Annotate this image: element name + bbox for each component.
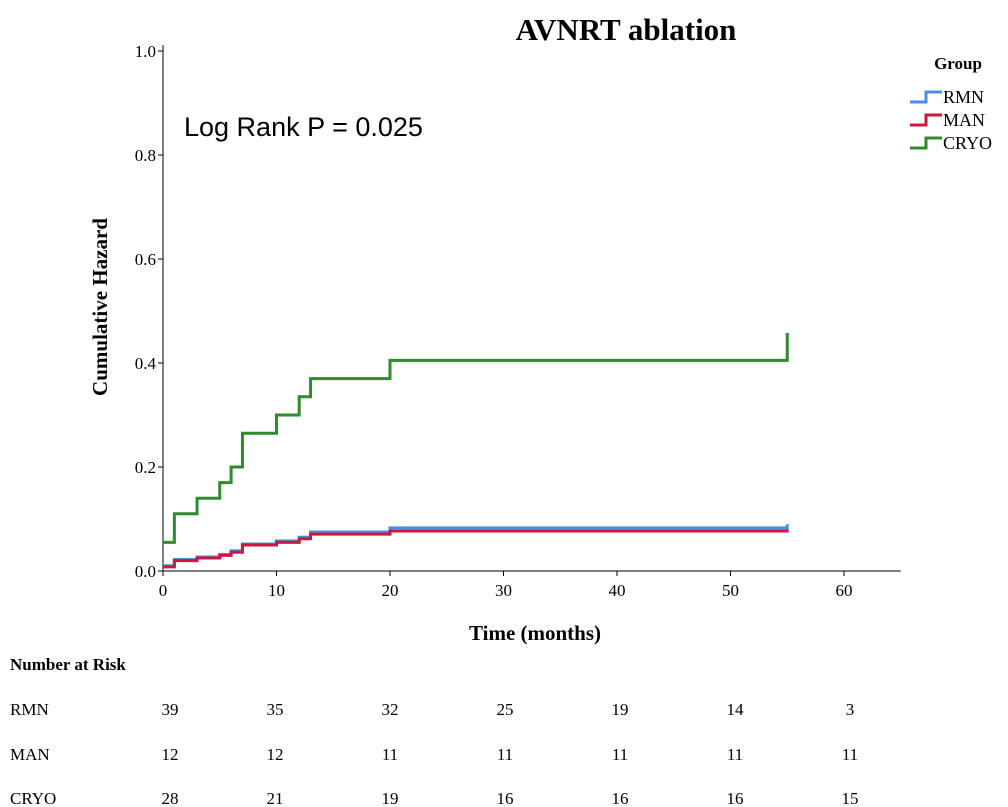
- risk-cell: 28: [162, 789, 179, 807]
- y-axis-label: Cumulative Hazard: [88, 218, 112, 396]
- risk-row-label: MAN: [10, 745, 50, 764]
- risk-cell: 11: [842, 745, 858, 764]
- series-man-line: [163, 529, 789, 569]
- x-tick-label: 30: [495, 581, 512, 600]
- legend-swatch-cryo: [910, 136, 942, 150]
- legend-label-man: MAN: [943, 110, 985, 130]
- legend-label-rmn: RMN: [943, 87, 984, 107]
- risk-cell: 11: [382, 745, 398, 764]
- risk-cell: 16: [727, 789, 744, 807]
- risk-cell: 16: [497, 789, 514, 807]
- y-tick-label: 0.6: [135, 250, 156, 269]
- number-at-risk-table: Number at Risk RMN 39 35 32 25 19 14 3 MAN 12 12 11…: [10, 655, 859, 807]
- legend-swatch-man: [910, 113, 942, 127]
- x-axis-label: Time (months): [469, 621, 601, 645]
- chart-title: AVNRT ablation: [516, 12, 737, 47]
- x-tick-label: 40: [609, 581, 626, 600]
- y-tick-label: 0.2: [135, 458, 156, 477]
- x-tick-label: 20: [382, 581, 399, 600]
- legend-title: Group: [934, 54, 982, 73]
- risk-table-heading: Number at Risk: [10, 655, 126, 674]
- risk-cell: 12: [267, 745, 284, 764]
- y-tick-label: 0.4: [135, 354, 157, 373]
- risk-cell: 16: [612, 789, 629, 807]
- risk-row-label: RMN: [10, 700, 49, 719]
- risk-cell: 25: [497, 700, 514, 719]
- legend-swatch-rmn: [910, 90, 942, 104]
- x-tick-label: 10: [268, 581, 285, 600]
- risk-row-label: CRYO: [10, 789, 56, 807]
- risk-cell: 21: [267, 789, 284, 807]
- risk-cell: 39: [162, 700, 179, 719]
- risk-cell: 11: [727, 745, 743, 764]
- y-tick-label: 0.8: [135, 146, 156, 165]
- log-rank-annotation: Log Rank P = 0.025: [184, 112, 423, 142]
- x-tick-label: 60: [836, 581, 853, 600]
- risk-cell: 3: [846, 700, 855, 719]
- x-tick-label: 50: [722, 581, 739, 600]
- risk-cell: 15: [842, 789, 859, 807]
- risk-cell: 11: [612, 745, 628, 764]
- risk-cell: 11: [497, 745, 513, 764]
- legend-label-cryo: CRYO: [943, 133, 992, 153]
- risk-cell: 32: [382, 700, 399, 719]
- risk-cell: 35: [267, 700, 284, 719]
- risk-cell: 19: [612, 700, 629, 719]
- legend: Group RMN MAN CRYO: [910, 54, 992, 153]
- y-tick-label: 1.0: [135, 42, 156, 61]
- risk-cell: 19: [382, 789, 399, 807]
- x-tick-label: 0: [159, 581, 168, 600]
- plot-area: 0.0 0.2 0.4 0.6 0.8 1.0 0 10 20 30 40 50 60: [135, 42, 901, 600]
- series-cryo-line: [163, 332, 789, 544]
- risk-cell: 14: [727, 700, 745, 719]
- y-tick-label: 0.0: [135, 562, 156, 581]
- risk-cell: 12: [162, 745, 179, 764]
